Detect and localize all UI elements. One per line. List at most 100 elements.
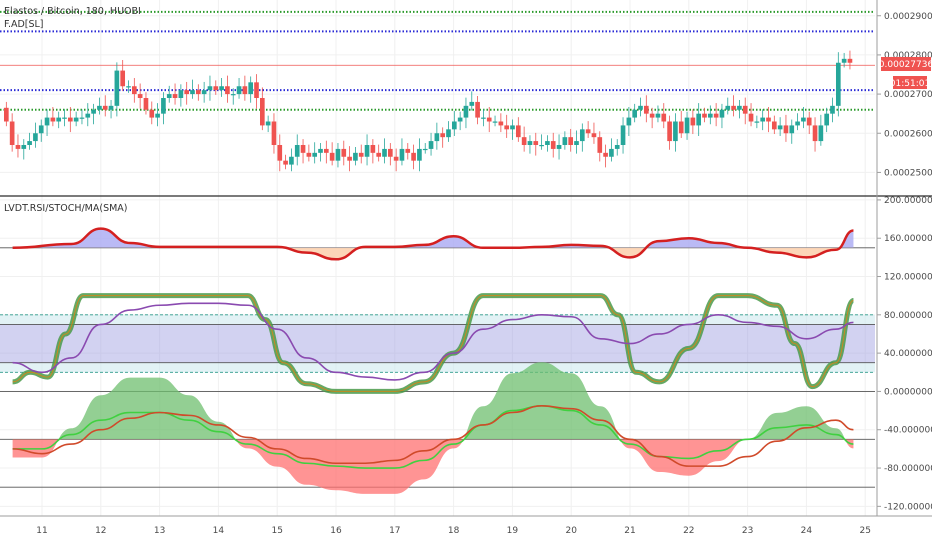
candle-body [120, 70, 126, 87]
candle-body [126, 86, 131, 88]
candle-body [632, 109, 638, 118]
candle-body [38, 125, 44, 134]
candle-body [568, 137, 574, 145]
candle-body [9, 121, 15, 145]
candle-body [667, 121, 672, 142]
candle-body [673, 121, 678, 142]
candle-body [219, 86, 224, 91]
candle-body [353, 152, 358, 161]
candle-body [411, 152, 416, 161]
osc-fill-negative [12, 439, 854, 494]
rsi-line [12, 227, 854, 261]
candle-body [498, 121, 504, 126]
candle-body [457, 117, 463, 122]
candle-body [195, 90, 201, 95]
time-tick-label: 21 [624, 526, 635, 536]
candle-body [661, 113, 667, 122]
candle-body [62, 117, 67, 119]
candle-body [527, 141, 533, 145]
candle-body [178, 90, 184, 98]
indicator-top-label[interactable]: F.AD[SL] [4, 19, 44, 30]
time-tick-label: 12 [95, 526, 106, 536]
candle-body [847, 58, 853, 63]
candle-body [713, 113, 719, 118]
candle-body [643, 105, 649, 114]
candle-body [492, 121, 498, 123]
time-tick-label: 20 [565, 526, 577, 536]
candle-body [306, 152, 312, 157]
candle-body [609, 148, 614, 157]
candle-body [556, 145, 562, 149]
last-price-label: 0.00027736 [879, 60, 932, 70]
osc-tick-label: -120.00000000 [884, 502, 932, 512]
candle-body [382, 148, 387, 157]
candle-body [812, 125, 818, 142]
candle-body [376, 152, 382, 157]
candle-body [469, 101, 475, 106]
candle-body [614, 145, 620, 149]
candle-body [207, 86, 213, 91]
candle-body [236, 86, 242, 95]
candle-body [21, 145, 27, 149]
candle-body [440, 133, 446, 138]
upper-band [0, 314, 875, 325]
candle-body [626, 117, 632, 126]
candle-body [56, 117, 62, 122]
time-tick-label: 13 [154, 526, 165, 536]
axis-layer: 11 12 13 14 15 16 17 18 19 20 21 22 23 24 25 0.0002900 0… [36, 12, 932, 536]
candle-body [434, 133, 440, 142]
candle-body [835, 62, 841, 106]
ma-line [12, 302, 854, 381]
candle-body [777, 125, 783, 130]
candle-body [4, 107, 9, 122]
candle-body [737, 105, 742, 110]
candle-body [574, 141, 579, 145]
stoch-signal [12, 295, 854, 392]
candle-body [242, 86, 248, 95]
candle-body [161, 98, 166, 114]
candle-body [184, 90, 190, 95]
candle-body [754, 121, 760, 123]
candle-body [475, 101, 480, 118]
candle-body [562, 137, 568, 145]
candle-body [97, 105, 102, 110]
candle-body [91, 109, 96, 114]
candle-body [201, 90, 207, 95]
candle-body [707, 113, 713, 118]
candle-body [166, 94, 172, 98]
candle-body [27, 141, 32, 145]
candle-body [550, 141, 556, 149]
candle-body [806, 117, 812, 126]
candle-body [254, 82, 259, 98]
candle-body [771, 121, 777, 130]
candle-body [545, 141, 550, 145]
candle-body [341, 148, 347, 157]
candle-body [33, 133, 38, 142]
candle-body [731, 105, 736, 110]
candle-body [318, 148, 323, 153]
indicator-bottom-label[interactable]: LVDT.RSI/STOCH/MA(SMA) [4, 203, 128, 214]
candle-body [283, 160, 288, 165]
candle-body [795, 121, 800, 126]
time-tick-label: 19 [507, 526, 519, 536]
last-price-tag [881, 57, 931, 71]
candle-body [15, 145, 21, 149]
time-tick-label: 15 [271, 526, 282, 536]
candle-body [300, 145, 306, 153]
oscillator-pane[interactable] [0, 227, 875, 494]
candle-body [67, 117, 73, 122]
candle-body [696, 113, 702, 126]
osc-tick-label: 80.00000000 [884, 311, 932, 321]
candle-body [504, 125, 510, 130]
candle-body [719, 109, 725, 118]
price-pane[interactable] [0, 10, 875, 172]
candle-body [259, 98, 265, 126]
candle-body [451, 121, 457, 130]
osc-tick-label: 160.00000000 [884, 234, 932, 244]
candle-body [108, 105, 114, 110]
time-tick-label: 17 [389, 526, 400, 536]
